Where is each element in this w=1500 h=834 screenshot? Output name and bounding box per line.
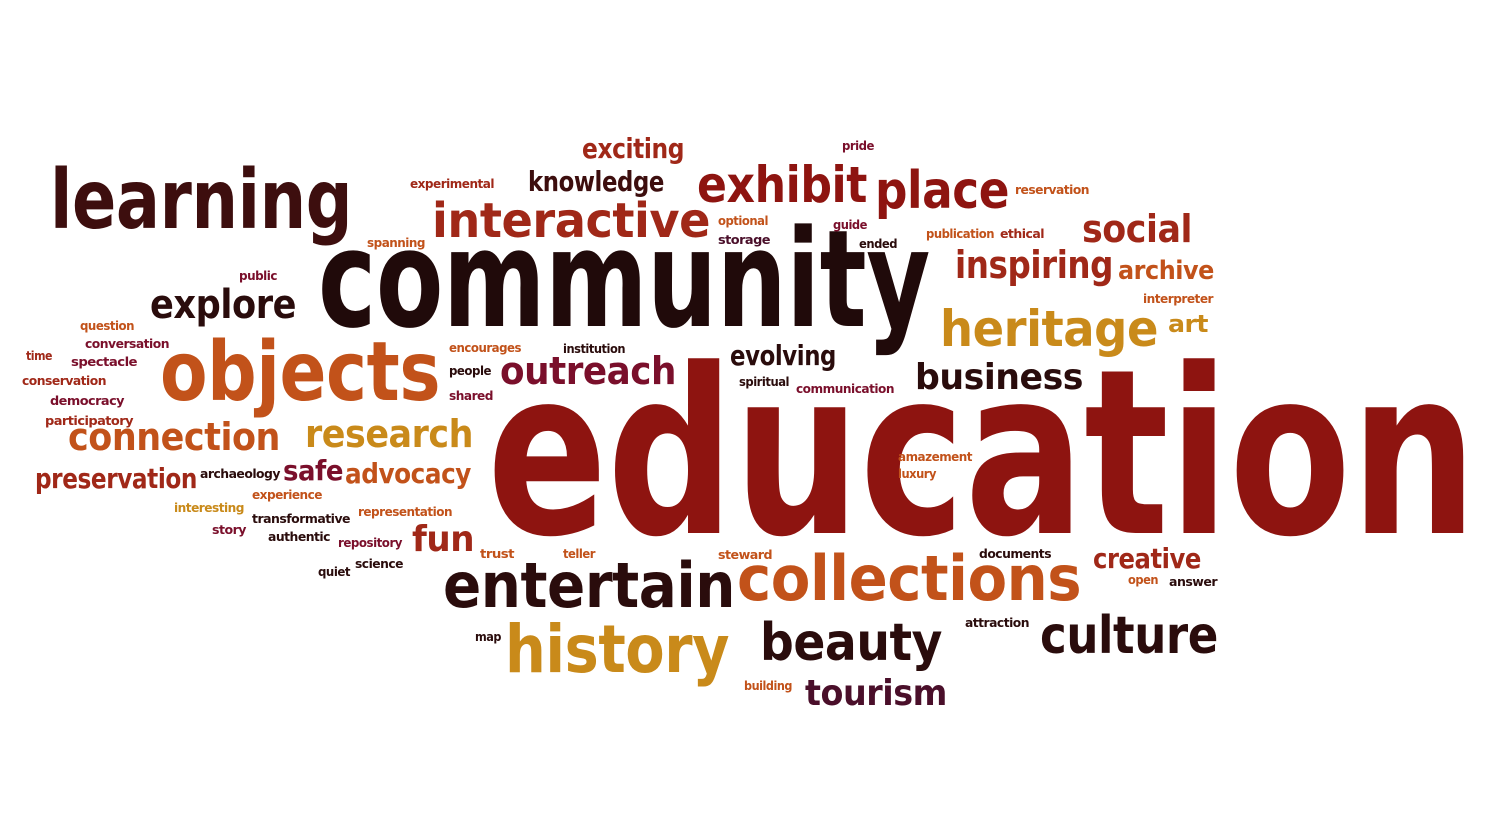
word-interactive: interactive xyxy=(432,193,711,249)
word-science: science xyxy=(355,557,403,571)
word-history: history xyxy=(505,611,730,688)
word-encourages: encourages xyxy=(449,341,521,355)
word-beauty: beauty xyxy=(760,613,942,673)
word-communication: communication xyxy=(796,382,894,396)
word-shared: shared xyxy=(449,389,494,403)
word-collections: collections xyxy=(737,542,1082,615)
word-open: open xyxy=(1128,573,1159,587)
word-ended: ended xyxy=(859,237,897,251)
word-steward: steward xyxy=(718,548,773,562)
word-question: question xyxy=(80,319,135,333)
word-advocacy: advocacy xyxy=(345,457,471,490)
word-community: community xyxy=(318,201,930,358)
word-trust: trust xyxy=(480,547,515,561)
word-institution: institution xyxy=(563,342,626,356)
word-quiet: quiet xyxy=(318,565,351,579)
word-interesting: interesting xyxy=(174,501,244,515)
word-interpreter: interpreter xyxy=(1143,292,1214,306)
word-building: building xyxy=(744,679,792,693)
word-people: people xyxy=(449,364,492,378)
word-art: art xyxy=(1168,310,1209,338)
word-documents: documents xyxy=(979,547,1052,561)
word-repository: repository xyxy=(338,536,403,550)
word-optional: optional xyxy=(718,214,768,228)
word-culture: culture xyxy=(1040,606,1218,666)
word-safe: safe xyxy=(283,454,344,487)
word-inspiring: inspiring xyxy=(955,243,1114,287)
word-outreach: outreach xyxy=(500,349,677,393)
word-objects: objects xyxy=(160,325,441,420)
word-learning: learning xyxy=(50,153,353,248)
word-creative: creative xyxy=(1093,542,1201,575)
word-answer: answer xyxy=(1169,575,1218,589)
word-ethical: ethical xyxy=(1000,227,1045,241)
word-spiritual: spiritual xyxy=(739,375,790,389)
word-social: social xyxy=(1082,207,1192,251)
word-storage: storage xyxy=(718,233,771,247)
word-tourism: tourism xyxy=(805,673,947,714)
word-connection: connection xyxy=(68,415,280,459)
word-public: public xyxy=(239,269,277,283)
word-knowledge: knowledge xyxy=(528,165,664,198)
word-teller: teller xyxy=(563,547,596,561)
word-exciting: exciting xyxy=(582,132,685,165)
word-participatory: participatory xyxy=(45,414,134,428)
word-explore: explore xyxy=(150,282,297,328)
word-map: map xyxy=(475,630,502,644)
word-transformative: transformative xyxy=(252,512,351,526)
word-archive: archive xyxy=(1118,256,1214,286)
word-guide: guide xyxy=(833,218,867,232)
word-exhibit: exhibit xyxy=(697,156,867,214)
word-conversation: conversation xyxy=(85,337,170,351)
word-spectacle: spectacle xyxy=(71,355,138,369)
word-spanning: spanning xyxy=(367,236,425,250)
word-research: research xyxy=(305,412,474,456)
word-experience: experience xyxy=(252,488,322,502)
word-evolving: evolving xyxy=(730,339,837,372)
word-publication: publication xyxy=(926,227,994,241)
word-business: business xyxy=(915,357,1083,398)
word-education: education xyxy=(487,321,1477,588)
word-entertain: entertain xyxy=(443,549,735,622)
word-conservation: conservation xyxy=(22,374,107,388)
word-democracy: democracy xyxy=(50,394,125,408)
word-amazement: amazement xyxy=(898,450,973,464)
word-pride: pride xyxy=(842,139,875,153)
word-heritage: heritage xyxy=(940,300,1158,358)
word-reservation: reservation xyxy=(1015,183,1089,197)
word-attraction: attraction xyxy=(965,616,1030,630)
word-fun: fun xyxy=(412,519,475,560)
word-time: time xyxy=(26,349,52,363)
word-authentic: authentic xyxy=(268,530,331,544)
word-experimental: experimental xyxy=(410,177,495,191)
word-representation: representation xyxy=(358,505,453,519)
word-story: story xyxy=(212,523,247,537)
word-archaeology: archaeology xyxy=(200,467,280,481)
word-luxury: luxury xyxy=(898,467,936,481)
word-preservation: preservation xyxy=(35,462,197,495)
word-place: place xyxy=(875,161,1010,221)
